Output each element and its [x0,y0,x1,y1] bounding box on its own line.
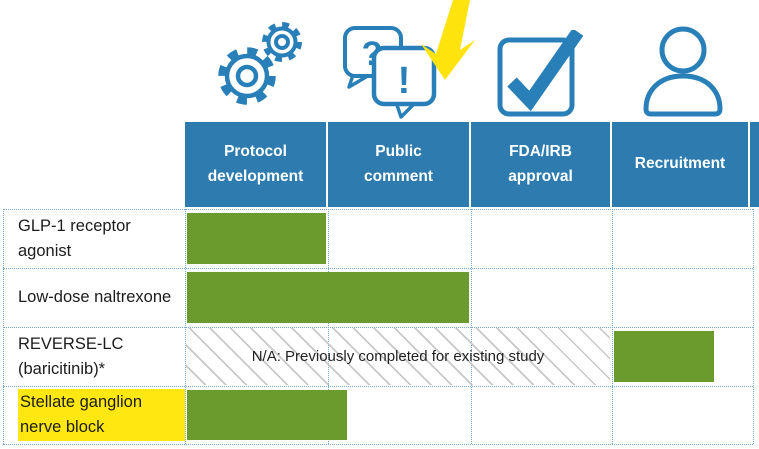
svg-text:!: ! [398,60,411,102]
grid-line-horizontal [3,209,753,210]
column-header-protocol-development: Protocol development [185,122,326,207]
grid-line-horizontal [3,327,753,328]
na-note-text: N/A: Previously completed for existing s… [251,348,545,365]
grid-line-horizontal [3,386,753,387]
row-label-reverse-lc: REVERSE-LC (baricitinib)* [18,334,124,378]
table-header: Protocol development Public comment FDA/… [185,122,748,207]
progress-bar [187,272,469,323]
person-icon [643,26,723,117]
comment-bubbles-icon: ? ! [343,26,437,119]
grid-line-vertical [185,209,186,444]
progress-bar [187,213,326,264]
partial-header-cell [750,122,759,207]
column-header-public-comment: Public comment [328,122,469,207]
row-label-low-dose-naltrexone: Low-dose naltrexone [18,288,172,307]
grid-line-horizontal [3,268,753,269]
row-label-stellate-ganglion: Stellate ganglion nerve block [3,387,185,443]
progress-bar [614,331,715,382]
grid-line-horizontal [3,444,753,445]
row-label-glp1: GLP-1 receptor agonist [18,216,131,260]
grid-line-vertical [328,209,329,444]
progress-bar [187,390,348,440]
checkbox-check-icon [497,30,584,117]
grid-line-vertical [3,209,4,444]
column-header-recruitment: Recruitment [612,122,748,207]
grid-line-vertical [612,209,613,444]
column-header-fda-irb-approval: FDA/IRB approval [471,122,610,207]
gears-icon [218,22,302,105]
yellow-arrow-icon [421,0,475,80]
grid-line-vertical [753,209,754,444]
grid-line-vertical [471,209,472,444]
na-hatched-cell: N/A: Previously completed for existing s… [186,328,610,385]
